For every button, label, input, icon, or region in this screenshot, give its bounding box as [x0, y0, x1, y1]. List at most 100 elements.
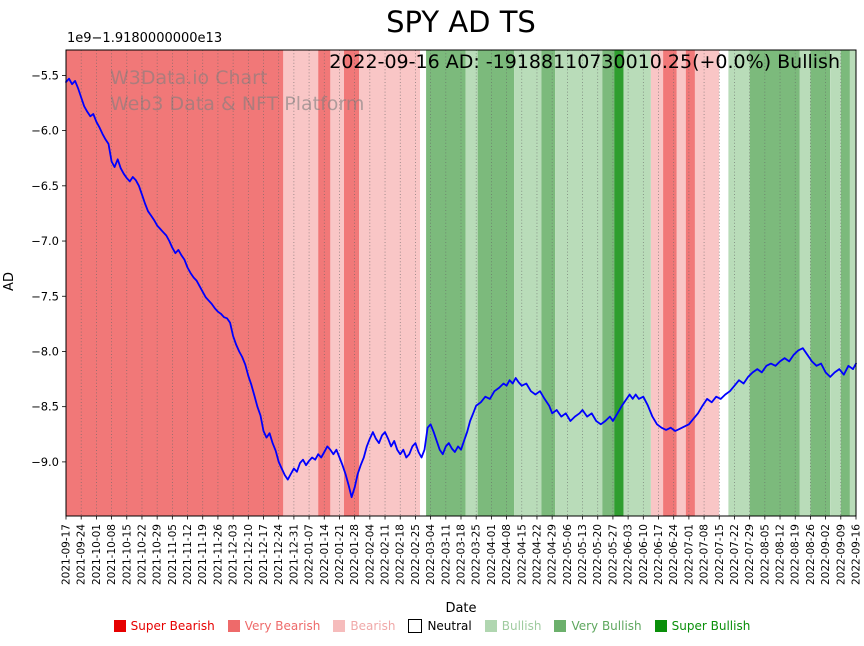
legend-label: Very Bullish	[571, 619, 642, 633]
legend-item-neutral: Neutral	[408, 619, 472, 633]
x-tick-label: 2021-10-22	[136, 524, 148, 585]
chart-title: SPY AD TS	[386, 5, 536, 39]
watermark-line1: W3Data.io Chart	[110, 67, 267, 89]
legend-swatch	[113, 620, 126, 632]
legend-item-super-bearish: Super Bearish	[113, 619, 215, 633]
x-tick-label: 2022-07-15	[714, 524, 726, 585]
legend-label: Neutral	[427, 619, 472, 633]
legend-label: Bearish	[350, 619, 396, 633]
x-tick-label: 2021-10-01	[91, 524, 103, 585]
x-tick-label: 2021-12-24	[273, 524, 285, 585]
axes-frame	[65, 49, 857, 517]
watermark-line2: Web3 Data & NFT Platform	[110, 93, 364, 115]
sentiment-band-very_bullish	[602, 50, 615, 516]
legend-label: Super Bearish	[130, 619, 215, 633]
x-tick-label: 2021-11-05	[167, 524, 179, 585]
x-tick-label: 2022-05-06	[562, 524, 574, 585]
x-tick-label: 2022-04-15	[516, 524, 528, 585]
x-tick-label: 2022-07-22	[729, 524, 741, 585]
x-tick-label: 2022-07-01	[683, 524, 695, 585]
x-tick-label: 2022-02-25	[410, 524, 422, 585]
sentiment-band-bullish	[623, 50, 651, 516]
sentiment-band-very_bearish	[318, 50, 331, 516]
legend-swatch	[554, 620, 567, 632]
legend-item-very-bullish: Very Bullish	[554, 619, 642, 633]
x-tick-label: 2022-08-19	[790, 524, 802, 585]
x-tick-label: 2022-02-18	[395, 524, 407, 585]
x-tick-label: 2022-05-20	[592, 524, 604, 585]
y-axis-label: AD	[1, 272, 17, 291]
sentiment-band-bullish	[799, 50, 811, 516]
x-tick-label: 2022-05-13	[577, 524, 589, 585]
x-tick-label: 2021-10-15	[121, 524, 133, 585]
sentiment-band-very_bullish	[840, 50, 850, 516]
x-tick-label: 2022-09-02	[820, 524, 832, 585]
legend-swatch	[408, 619, 423, 633]
sentiment-band-neutral	[719, 50, 729, 516]
x-tick-label: 2021-12-17	[258, 524, 270, 585]
sentiment-band-very_bearish	[66, 50, 284, 516]
y-tick-label: −8.5	[31, 400, 59, 414]
x-tick-label: 2022-01-21	[334, 524, 346, 585]
x-tick-label: 2021-10-29	[152, 524, 164, 585]
x-tick-label: 2022-09-09	[835, 524, 847, 585]
x-tick-label: 2022-04-01	[486, 524, 498, 585]
y-tick-label: −8.0	[31, 344, 59, 358]
y-tick-label: −7.0	[31, 234, 59, 248]
legend-item-super-bullish: Super Bullish	[654, 619, 751, 633]
x-tick-label: 2022-04-08	[501, 524, 513, 585]
x-tick-label: 2022-01-14	[319, 524, 331, 585]
sentiment-band-neutral	[420, 50, 427, 516]
x-tick-label: 2021-11-26	[212, 524, 224, 585]
sentiment-band-bullish	[728, 50, 750, 516]
x-tick-label: 2022-07-29	[744, 524, 756, 585]
sentiment-band-very_bearish	[685, 50, 695, 516]
sentiment-band-bullish	[465, 50, 478, 516]
y-tick-label: −5.5	[31, 68, 59, 82]
x-tick-label: 2021-12-03	[228, 524, 240, 585]
x-axis-label: Date	[445, 601, 477, 616]
x-tick-label: 2022-04-22	[531, 524, 543, 585]
x-tick-label: 2021-11-12	[182, 524, 194, 585]
x-tick-label: 2022-07-08	[699, 524, 711, 585]
x-tick-label: 2022-06-03	[623, 524, 635, 585]
x-tick-label: 2022-08-26	[805, 524, 817, 585]
y-tick-label: −7.5	[31, 289, 59, 303]
x-tick-label: 2022-02-11	[380, 524, 392, 585]
legend-label: Super Bullish	[671, 619, 751, 633]
x-tick-label: 2022-06-17	[653, 524, 665, 585]
x-tick-label: 2022-06-10	[638, 524, 650, 585]
y-axis-offset-label: 1e9−1.9180000000e13	[67, 31, 223, 46]
legend: Super Bearish Very Bearish Bearish Neutral B…	[0, 619, 864, 633]
sentiment-band-bullish	[514, 50, 542, 516]
x-tick-label: 2022-05-27	[607, 524, 619, 585]
y-tick-label: −6.5	[31, 179, 59, 193]
sentiment-band-very_bullish	[810, 50, 831, 516]
sentiment-band-very_bullish	[749, 50, 800, 516]
x-tick-label: 2022-08-05	[759, 524, 771, 585]
sentiment-band-bullish	[555, 50, 603, 516]
latest-value-annotation: 2022-09-16 AD: -19188110730010.25(+0.0%)…	[329, 51, 840, 73]
sentiment-band-very_bullish	[477, 50, 515, 516]
legend-item-bearish: Bearish	[333, 619, 395, 633]
legend-swatch	[654, 620, 667, 632]
x-tick-label: 2022-06-24	[668, 524, 680, 585]
x-tick-label: 2021-10-08	[106, 524, 118, 585]
x-tick-label: 2021-09-24	[76, 524, 88, 585]
sentiment-band-bullish	[849, 50, 856, 516]
sentiment-band-very_bullish	[541, 50, 556, 516]
ad-line	[65, 77, 857, 499]
legend-label: Very Bearish	[244, 619, 321, 633]
legend-swatch	[484, 620, 497, 632]
legend-item-very-bearish: Very Bearish	[227, 619, 321, 633]
x-tick-label: 2022-01-28	[349, 524, 361, 585]
x-tick-label: 2022-03-18	[456, 524, 468, 585]
x-tick-label: 2022-04-29	[547, 524, 559, 585]
legend-label: Bullish	[501, 619, 542, 633]
x-tick-label: 2022-08-12	[775, 524, 787, 585]
legend-swatch	[333, 620, 346, 632]
sentiment-band-bearish	[330, 50, 344, 516]
sentiment-band-bearish	[676, 50, 686, 516]
